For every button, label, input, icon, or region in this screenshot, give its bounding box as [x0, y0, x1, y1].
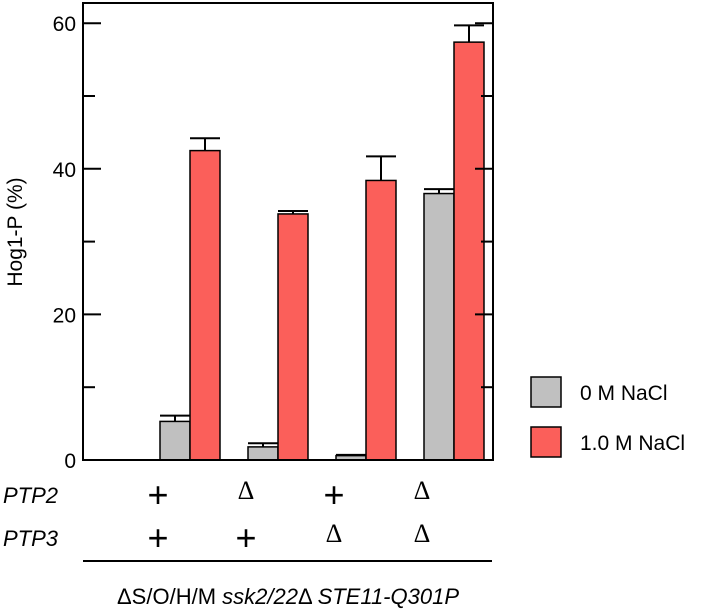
y-tick-label: 40: [53, 159, 76, 182]
legend-swatch: [530, 376, 562, 408]
legend-label: 1.0 M NaCl: [580, 432, 685, 455]
genotype-row-label: PTP3: [3, 526, 59, 551]
bars-group: [159, 24, 485, 461]
plot-frame: [82, 2, 494, 461]
bar-0m-nacl: [423, 192, 455, 461]
genotype-plus: +: [323, 474, 344, 515]
legend-swatch: [530, 426, 562, 458]
genotype-plus: +: [235, 517, 256, 558]
bar-1m-nacl: [277, 213, 309, 461]
genotype-row-label: PTP2: [3, 483, 58, 508]
bar-0m-nacl: [247, 446, 279, 461]
y-tick-label: 0: [64, 450, 76, 473]
genotype-plus: +: [147, 474, 168, 515]
genotype-delta: Δ: [414, 519, 431, 548]
bar-1m-nacl: [365, 179, 397, 461]
genotype-delta: Δ: [326, 519, 343, 548]
bar-1m-nacl: [189, 149, 221, 461]
bar-0m-nacl: [159, 420, 191, 461]
genotype-plus: +: [147, 517, 168, 558]
strain-label: ΔS/O/H/M ssk2/22Δ STE11-Q301P: [117, 584, 459, 609]
bar-1m-nacl: [453, 41, 485, 461]
genotype-delta: Δ: [414, 476, 431, 505]
y-axis-title: Hog1-P (%): [4, 177, 27, 286]
legend: 0 M NaCl 1.0 M NaCl: [530, 376, 685, 458]
y-tick-label: 60: [53, 13, 76, 36]
axis-ticks: 0 20 40 60: [53, 13, 493, 473]
legend-label: 0 M NaCl: [580, 382, 668, 405]
genotype-delta: Δ: [238, 476, 255, 505]
y-tick-label: 20: [53, 304, 76, 327]
